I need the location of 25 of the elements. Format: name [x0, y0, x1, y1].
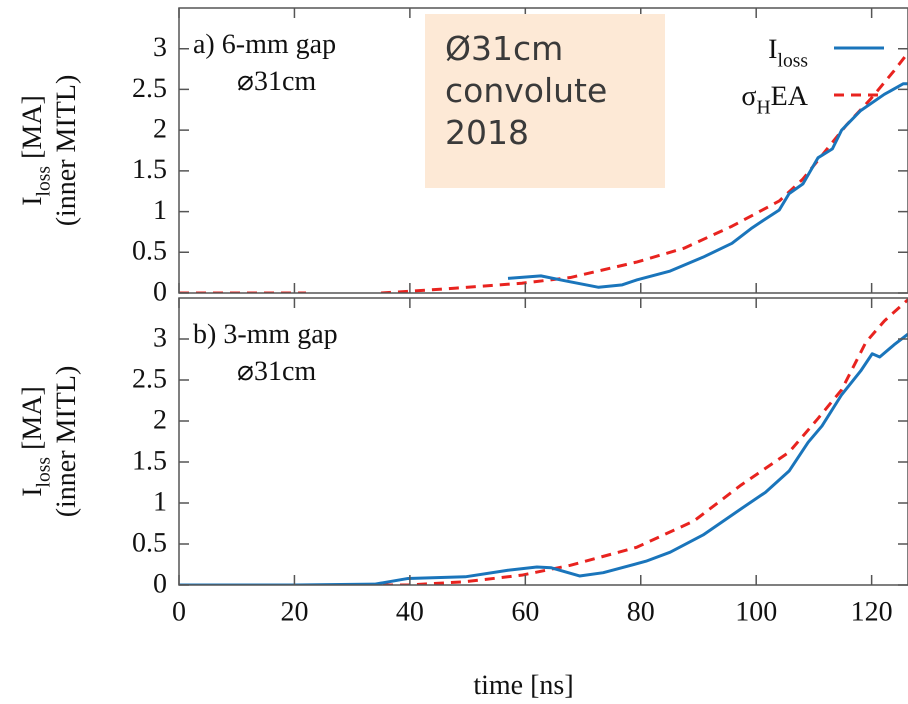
y-tick-label: 2.5 — [132, 363, 167, 394]
y-tick-label: 0.5 — [132, 236, 167, 267]
x-tick-label: 40 — [396, 596, 424, 628]
y-tick-label: 3 — [153, 32, 167, 64]
y-tick-label: 0 — [153, 276, 167, 308]
annotation: Ø31cm convolute 2018 — [425, 14, 665, 188]
y-tick-label: 3 — [153, 322, 167, 354]
x-tick-label: 80 — [626, 596, 655, 628]
x-tick-label: 100 — [735, 596, 778, 628]
y-tick-label: 2.5 — [132, 72, 167, 104]
annotation: b) 3-mm gap ⌀31cm — [193, 319, 338, 387]
y-tick-label: 1.5 — [132, 445, 167, 476]
x-axis-title: time [ns] — [473, 670, 574, 701]
annotation: a) 6-mm gap ⌀31cm — [193, 29, 336, 97]
y-tick-label: 1 — [153, 486, 167, 518]
y-tick-label: 1.5 — [132, 154, 167, 186]
y-tick-label: 2 — [153, 404, 167, 436]
y-tick-label: 0.5 — [132, 527, 167, 558]
y-tick-label: 1 — [153, 194, 167, 226]
y-tick-label: 2 — [153, 114, 167, 144]
x-tick-label: 60 — [511, 596, 540, 628]
x-tick-label: 120 — [850, 596, 893, 628]
y-tick-label: 0 — [153, 568, 167, 600]
x-tick-label: 0 — [172, 596, 186, 628]
x-tick-label: 20 — [280, 596, 308, 628]
